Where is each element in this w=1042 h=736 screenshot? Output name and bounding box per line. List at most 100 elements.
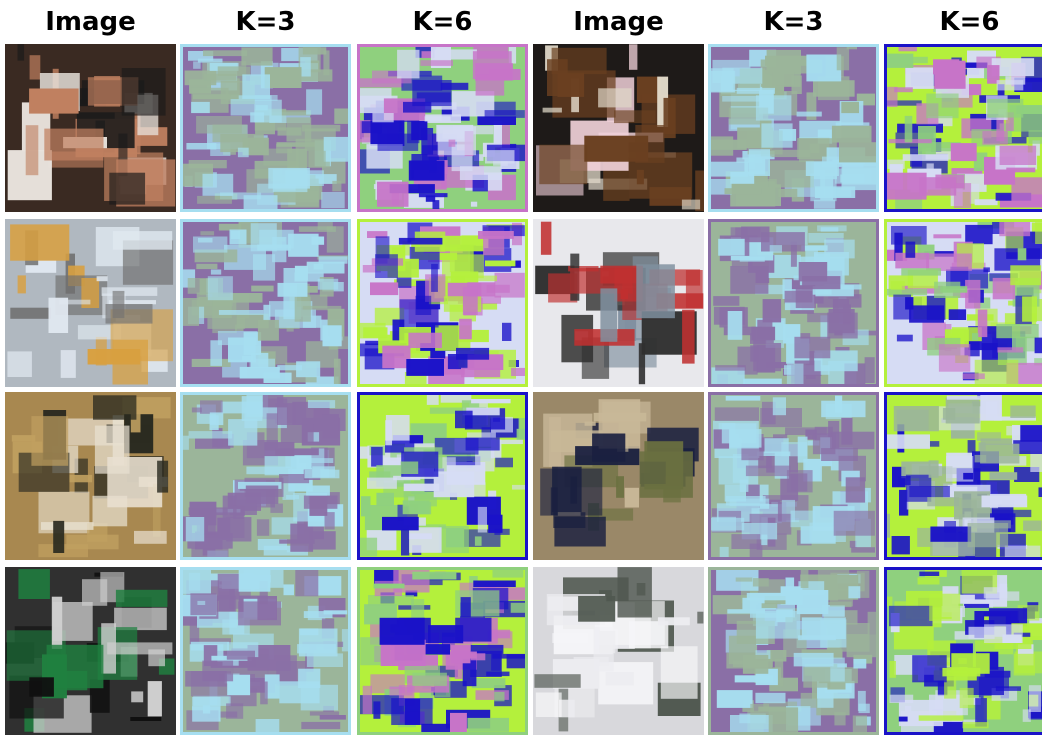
column-heading: K=3 <box>763 7 823 37</box>
tile-patch <box>251 285 274 292</box>
tile-patch <box>459 318 472 340</box>
photo-tile <box>5 567 176 735</box>
tile-patch <box>800 568 809 588</box>
tile-patch <box>306 89 323 115</box>
tile-patch <box>473 482 486 498</box>
tile-patch <box>905 241 916 258</box>
tile-patch <box>421 723 455 734</box>
tile-patch <box>323 50 330 76</box>
tile-patch <box>584 421 596 426</box>
tile-patch <box>768 707 799 732</box>
tile-patch <box>885 53 914 68</box>
tile-patch <box>371 446 383 467</box>
tile-patch <box>846 634 877 658</box>
tile-patch <box>372 113 394 123</box>
tile-patch <box>152 483 161 537</box>
tile-patch <box>885 596 893 607</box>
tile-patch <box>863 487 871 503</box>
tile-patch <box>302 124 341 132</box>
tile-patch <box>929 441 940 447</box>
tile-patch <box>475 690 509 700</box>
tile-patch <box>891 536 910 555</box>
tile-patch <box>617 567 652 618</box>
tile-patch <box>999 145 1037 165</box>
tile-patch <box>131 691 144 703</box>
tile-patch <box>909 486 950 498</box>
tile-patch <box>389 184 435 194</box>
tile-patch <box>988 608 1028 627</box>
tile-patch <box>1034 358 1042 366</box>
tile-patch <box>730 266 769 294</box>
tile-patch <box>367 231 388 238</box>
tile-patch <box>893 294 912 320</box>
tile-patch <box>898 699 944 727</box>
tile-patch <box>1038 487 1042 497</box>
tile-patch <box>209 412 224 426</box>
tile-patch <box>207 276 233 301</box>
tile-patch <box>919 571 940 576</box>
tile-patch <box>298 226 336 232</box>
tile-patch <box>59 299 91 305</box>
tile-patch <box>709 136 734 156</box>
tile-patch <box>492 569 524 578</box>
tile-patch <box>478 231 514 239</box>
tile-patch <box>938 344 971 372</box>
tile-patch <box>742 655 769 674</box>
tile-patch <box>275 448 319 456</box>
tile-patch <box>277 282 308 297</box>
tile-patch <box>367 477 397 489</box>
tile-patch <box>835 347 850 352</box>
tile-patch <box>852 715 867 733</box>
tile-patch <box>639 451 693 498</box>
tile-patch <box>191 407 202 413</box>
tile-border <box>708 392 879 560</box>
tile-patch <box>746 179 777 188</box>
tile-patch <box>961 84 982 96</box>
tile-patch <box>983 695 1001 720</box>
tile-patch <box>511 367 526 376</box>
tile-patch <box>950 143 977 162</box>
tile-patch <box>440 392 472 403</box>
tile-patch <box>802 276 841 290</box>
photo-tile <box>533 44 704 212</box>
segmentation-tile <box>357 567 528 735</box>
tile-patch <box>1028 130 1042 144</box>
tile-patch <box>112 339 148 385</box>
tile-patch <box>867 611 878 634</box>
tile-patch <box>473 580 516 587</box>
tile-patch <box>857 690 866 711</box>
tile-patch <box>134 530 167 544</box>
tile-patch <box>815 285 854 297</box>
tile-border <box>884 44 1042 212</box>
tile-patch <box>202 173 234 196</box>
tile-patch <box>486 284 510 293</box>
tile-patch <box>535 692 562 717</box>
tile-patch <box>421 128 434 155</box>
tile-patch <box>112 231 173 250</box>
tile-patch <box>420 60 453 66</box>
tile-border <box>884 392 1042 560</box>
tile-patch <box>660 646 698 699</box>
tile-patch <box>554 516 606 547</box>
tile-patch <box>29 677 54 697</box>
tile-patch <box>373 583 405 589</box>
tile-patch <box>306 485 330 496</box>
tile-patch <box>93 395 137 420</box>
tile-patch <box>197 195 232 204</box>
tile-border <box>357 44 528 212</box>
tile-patch <box>851 547 875 553</box>
tile-patch <box>724 188 762 195</box>
tile-patch <box>69 474 93 483</box>
tile-patch <box>951 719 977 725</box>
tile-patch <box>755 284 798 295</box>
tile-patch <box>431 263 438 292</box>
segmentation-tile <box>884 392 1042 560</box>
tile-patch <box>65 670 88 691</box>
tile-patch <box>218 310 264 315</box>
tile-patch <box>455 275 497 282</box>
tile-patch <box>904 115 913 143</box>
tile-patch <box>470 201 478 207</box>
tile-patch <box>836 47 850 71</box>
tile-patch <box>446 527 464 548</box>
